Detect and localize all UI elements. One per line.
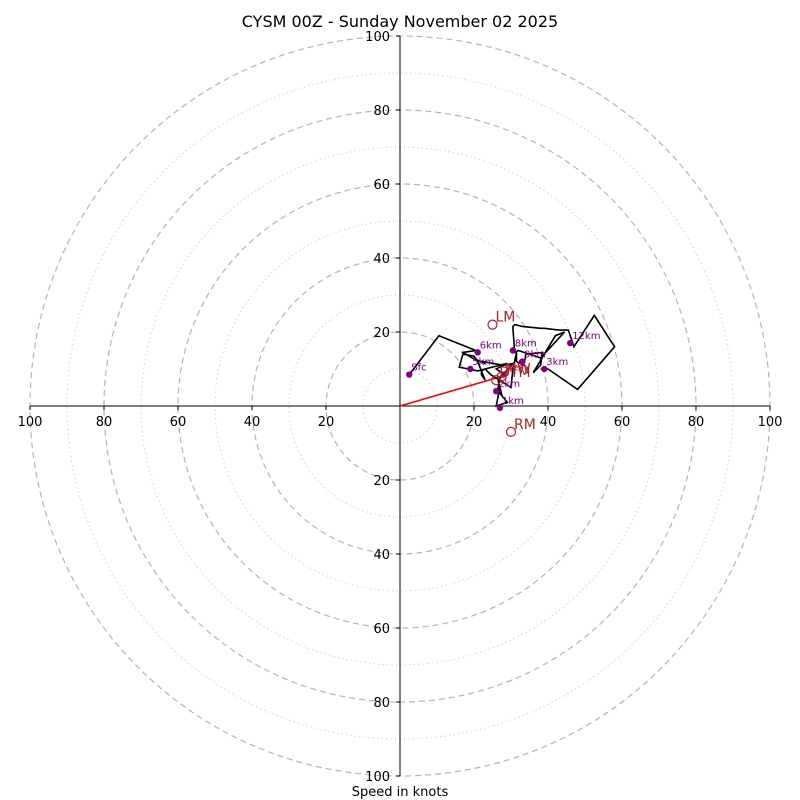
y-tick-label: 60 [373,178,390,193]
x-tick-label: 20 [318,415,335,430]
x-axis-label: Speed in knots [352,785,449,800]
storm-motion-lm: LM [488,310,515,330]
height-marker-6km: 6km [475,340,502,355]
height-marker-label: 5km [472,357,494,368]
y-tick-label: 100 [365,30,390,45]
chart-title: CYSM 00Z - Sunday November 02 2025 [242,12,558,31]
shear-vector [400,376,502,406]
height-marker-label: 3km [546,357,568,368]
x-tick-label: 60 [170,415,187,430]
y-tick-label: 100 [365,770,390,785]
y-tick-label: 20 [373,326,390,341]
x-tick-label: 20 [466,415,483,430]
x-tick-label: 40 [244,415,261,430]
x-tick-label: 40 [540,415,557,430]
height-marker-1km: 1km [497,396,524,411]
height-marker-2km: 2km [493,379,520,394]
y-tick-label: 80 [373,104,390,119]
x-tick-label: 100 [758,415,783,430]
y-tick-label: 40 [373,252,390,267]
y-tick-label: 20 [373,474,390,489]
storm-motion-rm: RM [507,417,536,437]
hodograph-chart: CYSM 00Z - Sunday November 02 2025 100 80… [0,0,800,800]
storm-motion-label: LM [496,310,516,326]
height-marker-label: Sfc [411,363,426,374]
x-tick-label: 80 [688,415,705,430]
x-tick-label: 80 [96,415,113,430]
y-tick-label: 40 [373,548,390,563]
shear-vector-line [400,376,502,406]
x-tick-label: 100 [18,415,43,430]
height-marker-label: 6km [480,340,502,351]
y-tick-label: 80 [373,696,390,711]
storm-motion-label: DTM [499,365,530,381]
storm-motion-label: RM [514,417,536,433]
height-marker-label: 8km [515,339,537,350]
height-marker-label: 12km [572,331,600,342]
y-tick-label: 60 [373,622,390,637]
height-marker-12km: 12km [567,331,600,346]
height-marker-label: 1km [502,396,524,407]
x-tick-label: 60 [614,415,631,430]
height-marker-sfc: Sfc [406,363,427,378]
height-marker-label: 9km [524,350,546,361]
